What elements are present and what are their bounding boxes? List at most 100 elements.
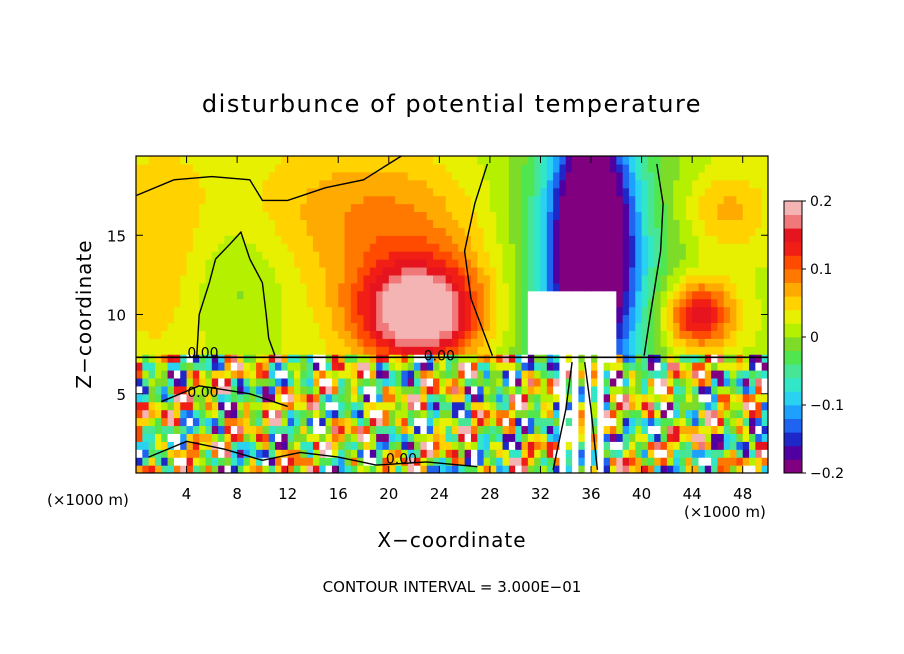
colorbar-tick-label: 0.1 <box>810 262 832 278</box>
heatmap-cell <box>628 266 636 276</box>
heatmap-cell <box>325 195 333 205</box>
plot-area: 0.000.000.000.00 <box>136 156 768 473</box>
heatmap-cell <box>477 282 485 292</box>
contour-interval-footer: CONTOUR INTERVAL = 3.000E−01 <box>323 578 582 596</box>
heatmap-cell <box>388 465 396 473</box>
heatmap-cell <box>173 163 181 173</box>
heatmap-cell <box>173 187 181 197</box>
heatmap-cell <box>262 219 270 228</box>
heatmap-cell <box>205 298 213 308</box>
heatmap-cell <box>312 298 320 308</box>
heatmap-cell <box>230 369 238 379</box>
heatmap-cell <box>717 163 725 173</box>
heatmap-cell <box>249 274 257 284</box>
heatmap-cell <box>173 354 181 363</box>
heatmap-cell <box>420 330 428 339</box>
heatmap-cell <box>698 243 706 252</box>
heatmap-cell <box>641 441 649 450</box>
heatmap-cell <box>597 171 605 181</box>
heatmap-cell <box>445 401 453 411</box>
heatmap-cell <box>635 235 643 244</box>
heatmap-cell <box>673 338 681 347</box>
heatmap-cell <box>148 338 156 347</box>
heatmap-cell <box>622 449 630 458</box>
heatmap-cell <box>692 211 700 220</box>
heatmap-cell <box>237 401 245 411</box>
heatmap-cell <box>483 163 491 173</box>
heatmap-cell <box>300 385 308 395</box>
heatmap-cell <box>312 425 320 434</box>
heatmap-cell <box>287 187 295 197</box>
heatmap-cell <box>452 203 459 213</box>
heatmap-cell <box>243 187 251 197</box>
heatmap-cell <box>464 417 472 427</box>
heatmap-cell <box>711 187 719 197</box>
heatmap-cell <box>300 227 308 236</box>
heatmap-cell <box>369 457 377 466</box>
heatmap-cell <box>243 171 251 181</box>
heatmap-cell <box>610 163 617 173</box>
heatmap-cell <box>704 377 712 387</box>
heatmap-cell <box>256 433 263 442</box>
heatmap-cell <box>647 219 655 228</box>
heatmap-cell <box>496 227 504 236</box>
heatmap-cell <box>540 298 548 308</box>
heatmap-cell <box>136 203 143 213</box>
heatmap-cell <box>312 235 320 244</box>
heatmap-cell <box>553 179 561 189</box>
heatmap-cell <box>275 425 282 434</box>
heatmap-cell <box>243 354 251 363</box>
heatmap-cell <box>572 425 579 434</box>
heatmap-cell <box>173 195 181 205</box>
heatmap-cell <box>388 377 396 387</box>
heatmap-cell <box>622 243 630 252</box>
heatmap-cell <box>161 298 169 308</box>
heatmap-cell <box>224 369 232 379</box>
heatmap-cell <box>685 393 693 403</box>
heatmap-cell <box>224 290 232 300</box>
heatmap-cell <box>350 362 358 371</box>
heatmap-cell <box>496 251 504 260</box>
heatmap-cell <box>142 354 150 363</box>
heatmap-cell <box>294 465 301 473</box>
heatmap-cell <box>660 417 668 427</box>
heatmap-cell <box>616 282 624 292</box>
heatmap-cell <box>136 417 143 427</box>
heatmap-cell <box>407 282 415 292</box>
heatmap-cell <box>407 362 415 371</box>
heatmap-cell <box>237 163 245 173</box>
heatmap-cell <box>192 441 200 450</box>
heatmap-cell <box>186 449 194 458</box>
heatmap-cell <box>319 354 327 363</box>
heatmap-cell <box>180 385 188 395</box>
heatmap-cell <box>660 266 668 276</box>
heatmap-cell <box>192 187 200 197</box>
heatmap-cell <box>515 211 523 220</box>
heatmap-cell <box>319 251 327 260</box>
heatmap-cell <box>470 290 478 300</box>
heatmap-cell <box>496 385 504 395</box>
heatmap-cell <box>199 393 207 403</box>
heatmap-cell <box>496 179 504 189</box>
heatmap-cell <box>186 362 194 371</box>
heatmap-cell <box>357 377 365 387</box>
heatmap-cell <box>256 195 263 205</box>
heatmap-cell <box>363 227 371 236</box>
heatmap-cell <box>628 433 636 442</box>
heatmap-cell <box>452 211 459 220</box>
heatmap-cell <box>635 219 643 228</box>
heatmap-cell <box>622 235 630 244</box>
heatmap-cell <box>628 274 636 284</box>
heatmap-cell <box>616 322 624 331</box>
heatmap-cell <box>426 171 434 181</box>
heatmap-cell <box>173 433 181 442</box>
heatmap-cell <box>180 417 188 427</box>
heatmap-cell <box>363 338 371 347</box>
heatmap-cell <box>679 338 687 347</box>
heatmap-cell <box>515 290 523 300</box>
heatmap-cell <box>660 465 668 473</box>
heatmap-cell <box>641 425 649 434</box>
heatmap-cell <box>660 314 668 324</box>
heatmap-cell <box>433 330 440 339</box>
heatmap-cell <box>268 393 276 403</box>
